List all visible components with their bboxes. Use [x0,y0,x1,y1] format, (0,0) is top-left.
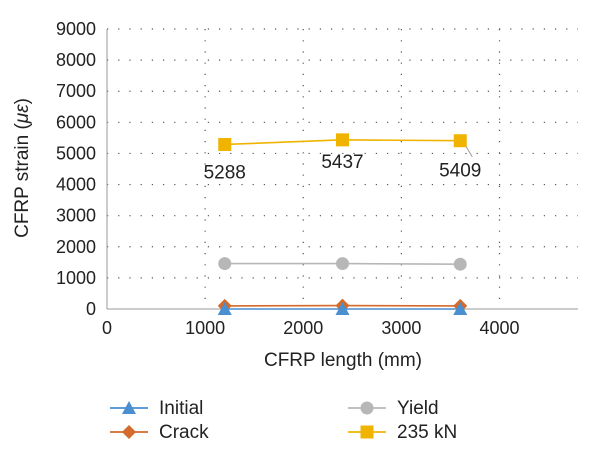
legend: Initial Crack Yield 235 kN [110,398,457,443]
legend-item-235-kn: 235 kN [348,422,457,443]
legend-label: Initial [159,398,203,419]
y-axis-title-symbol: με [12,104,33,124]
x-tick-label: 1000 [185,318,225,338]
data-point [454,258,467,271]
data-label: 5437 [321,152,363,173]
legend-item-crack: Crack [110,422,209,443]
data-label: 5288 [204,162,246,183]
y-tick-label: 3000 [56,206,96,226]
legend-label: Crack [159,422,209,443]
y-tick-label: 1000 [56,268,96,288]
legend-item-yield: Yield [348,398,439,419]
data-point [336,133,349,146]
x-tick-label: 2000 [283,318,323,338]
data-point [218,257,231,270]
y-tick-label: 5000 [56,143,96,163]
data-point [218,138,231,151]
legend-label: Yield [397,398,439,419]
data-point [336,257,349,270]
y-axis-title: CFRP strain (με) [12,98,33,238]
x-axis-title: CFRP length (mm) [264,350,422,371]
series-yield [218,257,467,271]
data-point [454,134,467,147]
data-label-leader [466,147,472,157]
y-tick-label: 0 [86,299,96,319]
series-initial [218,302,468,315]
y-tick-label: 6000 [56,112,96,132]
legend-item-initial: Initial [110,398,203,419]
x-tick-label: 4000 [479,318,519,338]
series-235-kn [218,133,467,151]
legend-marker [361,402,374,415]
y-tick-label: 9000 [56,19,96,39]
x-tick-label: 0 [102,318,112,338]
y-axis-title-close: ) [12,98,33,104]
y-tick-label: 8000 [56,50,96,70]
y-tick-label: 7000 [56,81,96,101]
data-label: 5409 [439,161,481,182]
x-tick-label: 3000 [381,318,421,338]
y-axis-title-main: CFRP strain ( [12,123,33,238]
legend-marker [122,425,136,439]
legend-marker [361,426,374,439]
y-tick-label: 4000 [56,175,96,195]
y-tick-label: 2000 [56,237,96,257]
data-labels: 5288 5437 5409 [204,147,482,184]
legend-label: 235 kN [397,422,457,443]
